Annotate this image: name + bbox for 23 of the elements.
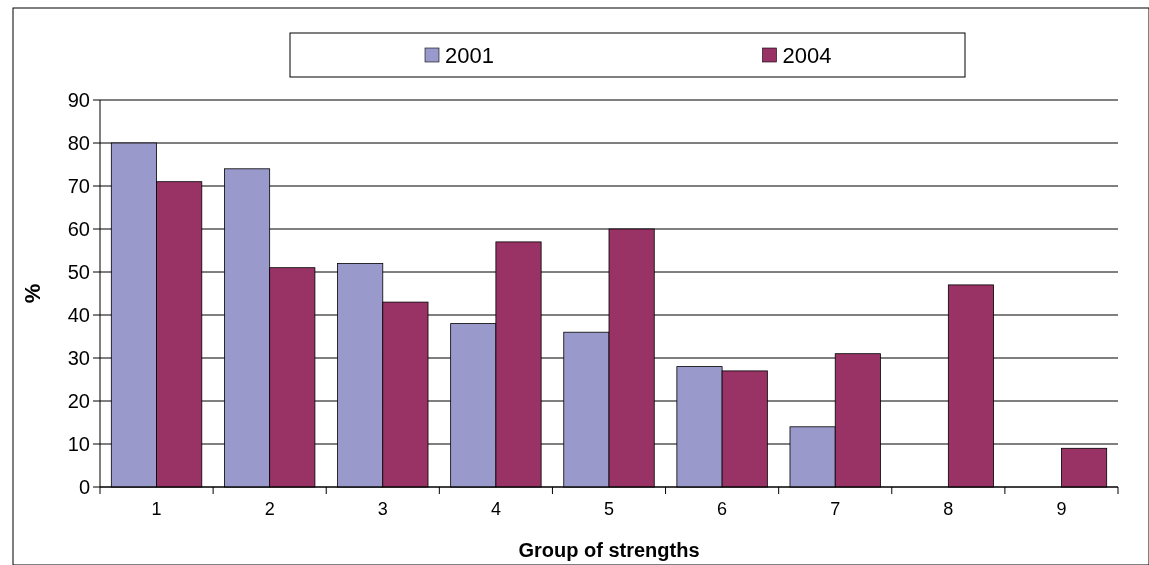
x-axis-title: Group of strengths [518, 539, 700, 561]
x-tick-label: 1 [151, 499, 162, 519]
y-tick-label: 80 [67, 132, 90, 154]
y-tick-label: 70 [67, 175, 90, 197]
x-tick-label: 8 [943, 499, 954, 519]
x-tick-label: 3 [377, 499, 388, 519]
y-tick-label: 50 [67, 261, 90, 283]
y-axis-title: % [20, 283, 45, 304]
x-tick-label: 7 [830, 499, 841, 519]
x-tick-label: 4 [490, 499, 501, 519]
x-tick-label: 2 [264, 499, 275, 519]
x-tick-label: 9 [1056, 499, 1067, 519]
y-tick-label: 10 [67, 433, 90, 455]
legend-label: 2004 [782, 43, 832, 68]
y-tick-label: 30 [67, 347, 90, 369]
y-tick-label: 90 [67, 89, 90, 111]
legend-label: 2001 [445, 43, 494, 68]
x-tick-label: 6 [717, 499, 728, 519]
y-tick-label: 60 [67, 218, 90, 240]
y-tick-label: 40 [67, 304, 90, 326]
y-tick-label: 20 [67, 390, 90, 412]
x-tick-label: 5 [603, 499, 615, 519]
y-tick-label: 0 [78, 476, 90, 498]
